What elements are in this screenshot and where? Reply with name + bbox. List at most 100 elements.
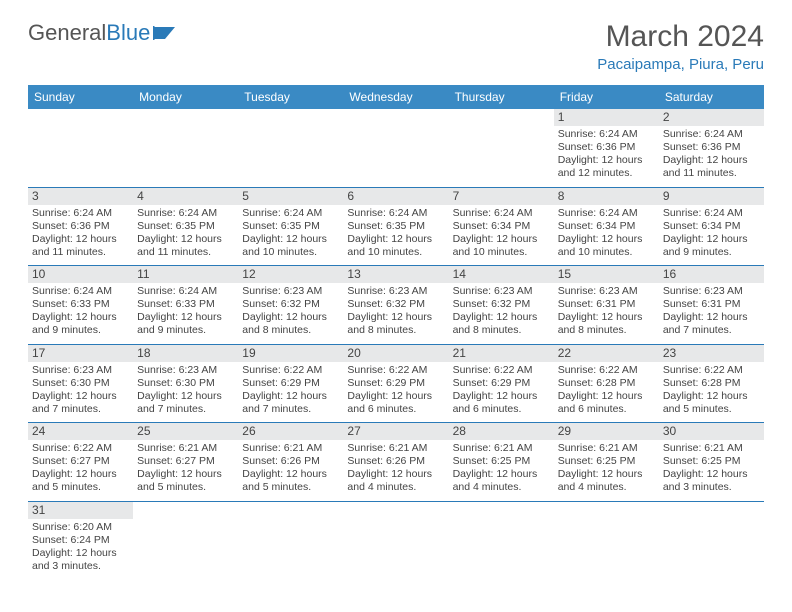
logo-flag-icon: [153, 24, 179, 42]
day-details: Sunrise: 6:21 AMSunset: 6:25 PMDaylight:…: [663, 442, 760, 495]
weekday-header: Friday: [554, 85, 659, 109]
calendar-cell: 11Sunrise: 6:24 AMSunset: 6:33 PMDayligh…: [133, 266, 238, 345]
day-number: 22: [554, 345, 659, 362]
day-number: 29: [554, 423, 659, 440]
calendar-cell-empty: [28, 109, 133, 187]
day-number: 16: [659, 266, 764, 283]
day-details: Sunrise: 6:24 AMSunset: 6:34 PMDaylight:…: [453, 207, 550, 260]
calendar-cell: 30 Sunrise: 6:21 AMSunset: 6:25 PMDayligh…: [659, 423, 764, 502]
calendar-cell: 5Sunrise: 6:24 AMSunset: 6:35 PMDaylight…: [238, 187, 343, 266]
day-details: Sunrise: 6:24 AMSunset: 6:36 PMDaylight:…: [32, 207, 129, 260]
calendar-row: 17Sunrise: 6:23 AMSunset: 6:30 PMDayligh…: [28, 344, 764, 423]
day-number: 24: [28, 423, 133, 440]
day-details: Sunrise: 6:24 AMSunset: 6:36 PMDaylight:…: [558, 128, 655, 181]
calendar-cell-empty: [343, 109, 448, 187]
day-details: Sunrise: 6:21 AMSunset: 6:27 PMDaylight:…: [137, 442, 234, 495]
calendar-cell-empty: [133, 109, 238, 187]
calendar-cell: 9Sunrise: 6:24 AMSunset: 6:34 PMDaylight…: [659, 187, 764, 266]
calendar-cell: 6 Sunrise: 6:24 AMSunset: 6:35 PMDaylight…: [343, 187, 448, 266]
calendar-body: 1 Sunrise: 6:24 AMSunset: 6:36 PMDaylight…: [28, 109, 764, 579]
day-number: 15: [554, 266, 659, 283]
day-details: Sunrise: 6:24 AMSunset: 6:35 PMDaylight:…: [242, 207, 339, 260]
weekday-header-row: SundayMondayTuesdayWednesdayThursdayFrid…: [28, 85, 764, 109]
calendar-cell: 23 Sunrise: 6:22 AMSunset: 6:28 PMDayligh…: [659, 344, 764, 423]
calendar-cell: 31Sunrise: 6:20 AMSunset: 6:24 PMDayligh…: [28, 501, 133, 579]
calendar-cell: 26Sunrise: 6:21 AMSunset: 6:26 PMDayligh…: [238, 423, 343, 502]
day-number: 20: [343, 345, 448, 362]
calendar-cell-empty: [659, 501, 764, 579]
day-number: 30: [659, 423, 764, 440]
calendar-cell: 13Sunrise: 6:23 AMSunset: 6:32 PMDayligh…: [343, 266, 448, 345]
day-number: 12: [238, 266, 343, 283]
calendar-cell: 22Sunrise: 6:22 AMSunset: 6:28 PMDayligh…: [554, 344, 659, 423]
calendar-cell-empty: [449, 501, 554, 579]
calendar-cell: 12 Sunrise: 6:23 AMSunset: 6:32 PMDayligh…: [238, 266, 343, 345]
day-number: 13: [343, 266, 448, 283]
weekday-header: Monday: [133, 85, 238, 109]
day-number: 25: [133, 423, 238, 440]
day-details: Sunrise: 6:22 AMSunset: 6:28 PMDaylight:…: [663, 364, 760, 417]
day-details: Sunrise: 6:23 AMSunset: 6:30 PMDaylight:…: [32, 364, 129, 417]
day-number: 18: [133, 345, 238, 362]
day-number: 1: [554, 109, 659, 126]
day-number: 9: [659, 188, 764, 205]
logo: GeneralBlue: [28, 20, 179, 46]
day-details: Sunrise: 6:22 AMSunset: 6:29 PMDaylight:…: [347, 364, 444, 417]
day-number: 3: [28, 188, 133, 205]
day-number: 21: [449, 345, 554, 362]
calendar-cell: 8 Sunrise: 6:24 AMSunset: 6:34 PMDaylight…: [554, 187, 659, 266]
day-details: Sunrise: 6:24 AMSunset: 6:33 PMDaylight:…: [137, 285, 234, 338]
weekday-header: Tuesday: [238, 85, 343, 109]
day-number: 27: [343, 423, 448, 440]
calendar-row: 31Sunrise: 6:20 AMSunset: 6:24 PMDayligh…: [28, 501, 764, 579]
calendar-cell: 18 Sunrise: 6:23 AMSunset: 6:30 PMDayligh…: [133, 344, 238, 423]
calendar-row: 3 Sunrise: 6:24 AMSunset: 6:36 PMDaylight…: [28, 187, 764, 266]
location-title: Pacaipampa, Piura, Peru: [597, 56, 764, 73]
calendar-cell: 19Sunrise: 6:22 AMSunset: 6:29 PMDayligh…: [238, 344, 343, 423]
calendar-cell: 27Sunrise: 6:21 AMSunset: 6:26 PMDayligh…: [343, 423, 448, 502]
weekday-header: Wednesday: [343, 85, 448, 109]
day-number: 26: [238, 423, 343, 440]
calendar-cell: 28Sunrise: 6:21 AMSunset: 6:25 PMDayligh…: [449, 423, 554, 502]
calendar-cell-empty: [238, 109, 343, 187]
day-details: Sunrise: 6:24 AMSunset: 6:35 PMDaylight:…: [137, 207, 234, 260]
day-details: Sunrise: 6:24 AMSunset: 6:35 PMDaylight:…: [347, 207, 444, 260]
day-details: Sunrise: 6:23 AMSunset: 6:31 PMDaylight:…: [663, 285, 760, 338]
calendar-table: SundayMondayTuesdayWednesdayThursdayFrid…: [28, 85, 764, 579]
calendar-cell-empty: [238, 501, 343, 579]
calendar-cell: 14Sunrise: 6:23 AMSunset: 6:32 PMDayligh…: [449, 266, 554, 345]
day-details: Sunrise: 6:23 AMSunset: 6:30 PMDaylight:…: [137, 364, 234, 417]
day-number: 7: [449, 188, 554, 205]
day-number: 6: [343, 188, 448, 205]
day-number: 31: [28, 502, 133, 519]
day-details: Sunrise: 6:23 AMSunset: 6:32 PMDaylight:…: [242, 285, 339, 338]
title-block: March 2024 Pacaipampa, Piura, Peru: [597, 20, 764, 73]
day-details: Sunrise: 6:22 AMSunset: 6:29 PMDaylight:…: [242, 364, 339, 417]
calendar-cell: 24 Sunrise: 6:22 AMSunset: 6:27 PMDayligh…: [28, 423, 133, 502]
weekday-header: Thursday: [449, 85, 554, 109]
calendar-row: 1 Sunrise: 6:24 AMSunset: 6:36 PMDaylight…: [28, 109, 764, 187]
calendar-cell: 29Sunrise: 6:21 AMSunset: 6:25 PMDayligh…: [554, 423, 659, 502]
day-details: Sunrise: 6:22 AMSunset: 6:29 PMDaylight:…: [453, 364, 550, 417]
day-details: Sunrise: 6:24 AMSunset: 6:34 PMDaylight:…: [558, 207, 655, 260]
day-number: 2: [659, 109, 764, 126]
calendar-cell: 16 Sunrise: 6:23 AMSunset: 6:31 PMDayligh…: [659, 266, 764, 345]
calendar-cell: 2Sunrise: 6:24 AMSunset: 6:36 PMDaylight…: [659, 109, 764, 187]
logo-text-1: General: [28, 20, 106, 46]
header: GeneralBlue March 2024 Pacaipampa, Piura…: [28, 20, 764, 73]
calendar-cell: 3 Sunrise: 6:24 AMSunset: 6:36 PMDaylight…: [28, 187, 133, 266]
day-details: Sunrise: 6:23 AMSunset: 6:31 PMDaylight:…: [558, 285, 655, 338]
calendar-cell: 21 Sunrise: 6:22 AMSunset: 6:29 PMDayligh…: [449, 344, 554, 423]
day-details: Sunrise: 6:23 AMSunset: 6:32 PMDaylight:…: [453, 285, 550, 338]
day-details: Sunrise: 6:24 AMSunset: 6:33 PMDaylight:…: [32, 285, 129, 338]
day-number: 23: [659, 345, 764, 362]
calendar-cell: 15 Sunrise: 6:23 AMSunset: 6:31 PMDayligh…: [554, 266, 659, 345]
day-number: 28: [449, 423, 554, 440]
weekday-header: Sunday: [28, 85, 133, 109]
calendar-cell-empty: [343, 501, 448, 579]
day-number: 8: [554, 188, 659, 205]
month-title: March 2024: [597, 20, 764, 54]
calendar-cell-empty: [554, 501, 659, 579]
day-details: Sunrise: 6:22 AMSunset: 6:27 PMDaylight:…: [32, 442, 129, 495]
day-number: 10: [28, 266, 133, 283]
